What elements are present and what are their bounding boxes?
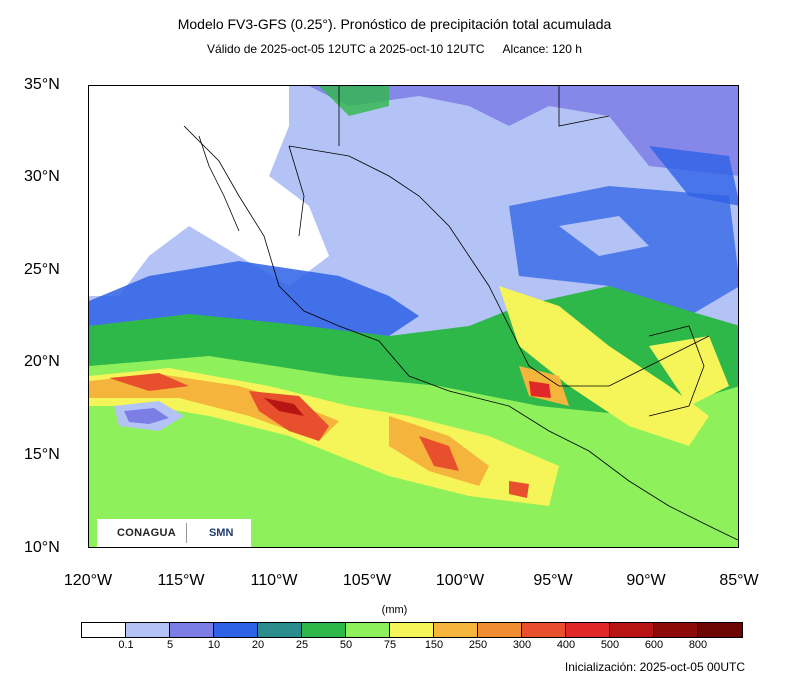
colorbar-label: 800	[688, 639, 708, 651]
lon-label: 100°W	[435, 572, 485, 589]
colorbar-swatch	[390, 623, 434, 637]
colorbar-label: 5	[166, 639, 174, 651]
colorbar-label: 250	[468, 639, 488, 651]
colorbar-units: (mm)	[381, 604, 408, 616]
colorbar-swatch	[170, 623, 214, 637]
colorbar-label: 50	[339, 639, 353, 651]
lat-label: 20°N	[24, 353, 60, 370]
lon-label: 110°W	[250, 572, 298, 589]
colorbar-label: 500	[600, 639, 620, 651]
lat-label: 10°N	[24, 539, 60, 556]
forecast-range: Alcance: 120 h	[502, 42, 582, 56]
colorbar-label: 75	[383, 639, 397, 651]
colorbar-swatch	[346, 623, 390, 637]
lon-label: 120°W	[63, 572, 113, 589]
smn-logo: SMN	[208, 527, 234, 539]
colorbar	[81, 622, 743, 638]
colorbar-swatch	[654, 623, 698, 637]
lon-label: 90°W	[626, 572, 666, 589]
colorbar-swatch	[82, 623, 126, 637]
colorbar-label: 150	[424, 639, 444, 651]
lat-label: 30°N	[24, 168, 60, 185]
colorbar-swatch	[478, 623, 522, 637]
institution-logos: CONAGUA SMN	[97, 519, 251, 547]
lat-label: 35°N	[24, 76, 60, 93]
colorbar-label: 400	[556, 639, 576, 651]
map-title: Modelo FV3-GFS (0.25°). Pronóstico de pr…	[177, 16, 612, 32]
colorbar-swatch	[126, 623, 170, 637]
colorbar-label: 10	[207, 639, 221, 651]
lon-label: 115°W	[157, 572, 205, 589]
colorbar-swatch	[258, 623, 302, 637]
colorbar-swatch	[610, 623, 654, 637]
colorbar-label: 20	[251, 639, 265, 651]
colorbar-swatch	[214, 623, 258, 637]
lon-label: 95°W	[533, 572, 573, 589]
colorbar-swatch	[302, 623, 346, 637]
lat-label: 15°N	[24, 446, 60, 463]
colorbar-swatch	[698, 623, 742, 637]
colorbar-swatch	[522, 623, 566, 637]
colorbar-label: 25	[295, 639, 309, 651]
lon-label: 105°W	[342, 572, 392, 589]
logo-divider	[185, 523, 187, 543]
map-subtitle: Válido de 2025-oct-05 12UTC a 2025-oct-1…	[0, 42, 789, 56]
colorbar-label: 600	[644, 639, 664, 651]
lat-label: 25°N	[24, 261, 60, 278]
colorbar-swatch	[434, 623, 478, 637]
colorbar-swatch	[566, 623, 610, 637]
colorbar-label: 300	[512, 639, 532, 651]
valid-period: Válido de 2025-oct-05 12UTC a 2025-oct-1…	[207, 42, 485, 56]
lon-label: 85°W	[719, 572, 759, 589]
precipitation-map	[88, 85, 739, 548]
initialization-time: Inicialización: 2025-oct-05 00UTC	[564, 660, 745, 674]
conagua-logo: CONAGUA	[117, 527, 176, 539]
colorbar-label: 0.1	[118, 639, 134, 651]
